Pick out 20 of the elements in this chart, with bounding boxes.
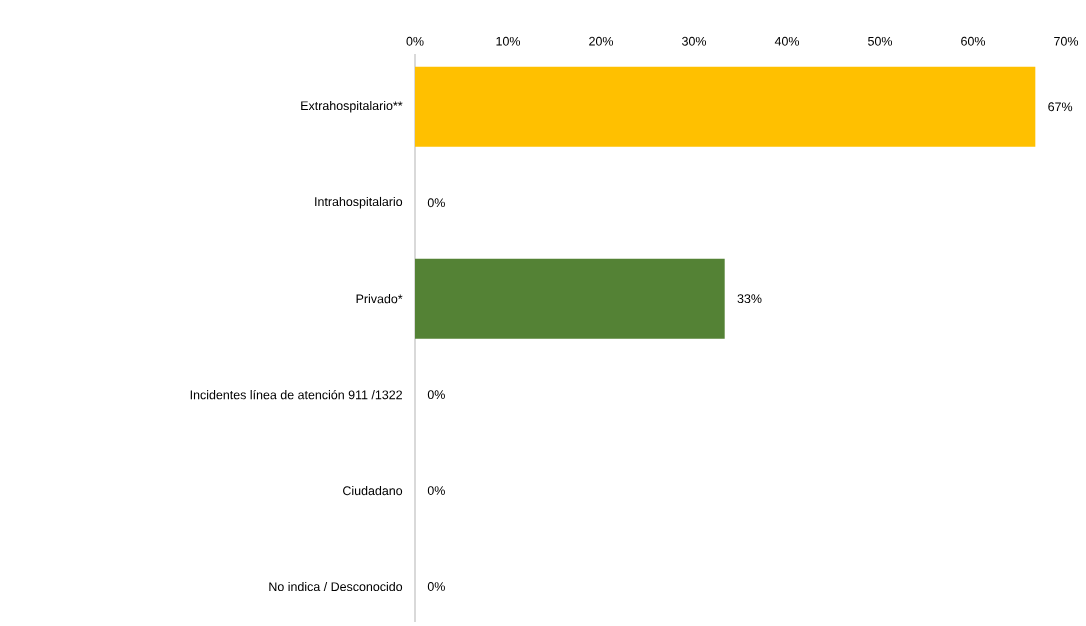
x-tick-label: 20%	[589, 36, 614, 46]
x-tick-label: 70%	[1054, 36, 1079, 46]
y-tick-label: Intrahospitalario	[315, 196, 403, 209]
x-tick-label: 50%	[868, 36, 893, 46]
x-tick-label: 0%	[406, 36, 424, 46]
x-tick-label: 10%	[496, 36, 521, 46]
data-label: 0%	[427, 581, 445, 591]
y-tick-label: Extrahospitalario**	[301, 100, 403, 113]
y-tick-label: Privado*	[356, 293, 403, 303]
y-tick-label: Incidentes línea de atención 911 /1322	[190, 389, 402, 400]
data-label: 67%	[1048, 102, 1073, 111]
y-tick-label: No indica / Desconocido	[269, 581, 403, 591]
x-tick-label: 40%	[774, 36, 800, 46]
data-label: 0%	[427, 485, 445, 495]
x-tick-label: 30%	[682, 36, 707, 46]
y-tick-label: Ciudadano	[343, 485, 403, 495]
x-tick-label: 60%	[961, 36, 986, 46]
data-label: 33%	[737, 294, 762, 303]
data-label: 0%	[427, 389, 445, 399]
data-label: 0%	[427, 198, 445, 207]
